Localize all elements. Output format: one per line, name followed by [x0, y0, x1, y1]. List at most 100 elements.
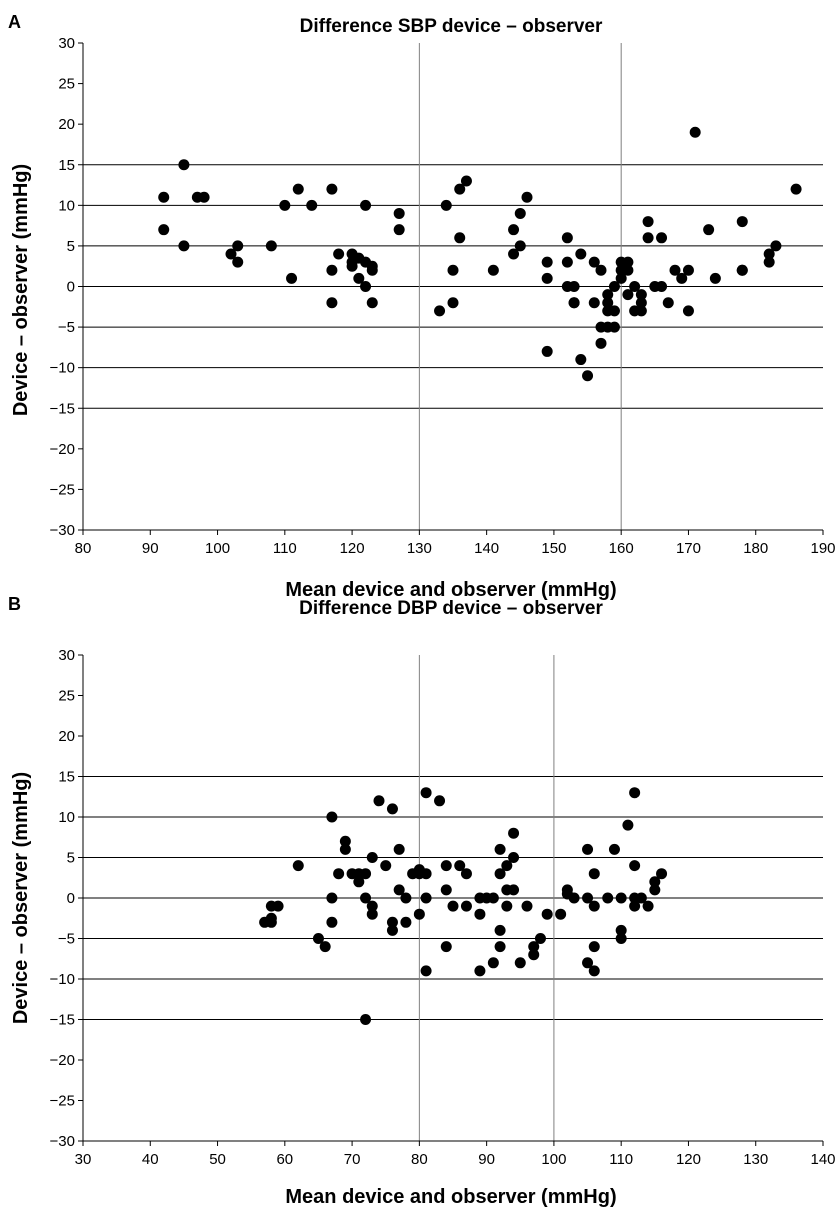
panel-a-x-tick-label: 190 [810, 540, 835, 557]
panel-b-y-tick-label: −30 [50, 1133, 75, 1150]
panel-b-data-point [588, 868, 600, 880]
panel-a-data-point [736, 216, 748, 228]
panel-a-data-point [682, 305, 694, 317]
panel-b-y-axis-label: Device – observer (mmHg) [10, 772, 32, 1024]
panel-a-data-point [656, 281, 668, 292]
panel-a-x-tick-label: 150 [541, 540, 566, 557]
panel-a-y-tick-label: −20 [50, 441, 75, 458]
panel-a-data-point [393, 207, 405, 219]
panel-b-data-point [326, 916, 338, 928]
panel-b-data-point [494, 941, 506, 953]
panel-b-data-point [588, 965, 600, 977]
panel-b-data-point [508, 852, 520, 863]
panel-b-data-point [649, 884, 661, 896]
panel-a-x-tick-label: 130 [407, 540, 432, 557]
panel-a-data-point [790, 183, 802, 195]
panel-a-data-point [561, 232, 573, 244]
panel-b-data-point [494, 924, 506, 936]
panel-a-data-point [575, 248, 587, 260]
panel-a-data-point [292, 183, 304, 195]
panel-a-data-point [602, 297, 614, 309]
panel-b-data-point [366, 900, 378, 912]
panel-b-data-point [440, 941, 452, 953]
panel-b-data-point [494, 868, 506, 880]
panel-a-data-point [622, 264, 634, 276]
panel-b-x-tick-label: 40 [142, 1151, 159, 1168]
panel-a-data-point [158, 224, 170, 236]
panel-a-data-point [561, 256, 573, 268]
panel-a-x-tick-label: 140 [474, 540, 499, 557]
panel-a-data-point [454, 183, 466, 195]
panel-b-data-point [588, 900, 600, 912]
panel-b-data-point [568, 892, 580, 904]
panel-b-data-point [440, 860, 452, 872]
panel-a-y-tick-label: 15 [58, 157, 75, 174]
panel-a: A Difference SBP device – observer Mean … [8, 12, 836, 601]
panel-a-y-tick-label: 5 [67, 238, 75, 255]
panel-a-data-point [286, 272, 298, 284]
panel-a-data-point [440, 199, 452, 211]
panel-a-y-tick-label: 30 [58, 35, 75, 52]
panel-b-x-tick-label: 50 [209, 1151, 226, 1168]
panel-b-data-point [400, 892, 412, 904]
panel-b-data-point [487, 957, 499, 969]
panel-b-data-point [413, 908, 425, 920]
panel-b: B Difference DBP device – observer Mean … [8, 594, 836, 1208]
panel-a-data-point [642, 232, 654, 244]
panel-b-data-point [528, 941, 540, 953]
panel-b-data-point [514, 957, 526, 969]
panel-b-data-point [494, 843, 506, 855]
panel-b-data-point [582, 843, 594, 855]
panel-b-data-point [360, 1014, 372, 1025]
panel-b-y-tick-label: 20 [58, 728, 75, 745]
panel-b-label: B [8, 594, 21, 614]
panel-a-data-point [622, 256, 634, 268]
panel-b-data-point [333, 868, 345, 880]
panel-a-data-point [709, 272, 721, 284]
panel-a-y-tick-label: −10 [50, 360, 75, 377]
panel-b-data-point [393, 884, 405, 896]
panel-b-x-tick-label: 60 [276, 1151, 293, 1168]
panel-b-data-point [534, 933, 546, 944]
panel-b-data-point [642, 900, 654, 912]
panel-a-data-point [568, 281, 580, 292]
panel-b-x-tick-label: 30 [75, 1151, 92, 1168]
panel-b-data-point [501, 900, 513, 912]
panel-b-data-point [360, 892, 372, 904]
panel-a-data-point [279, 199, 291, 211]
panel-a-data-point [326, 183, 338, 195]
panel-b-data-point [615, 892, 627, 904]
panel-a-data-point [588, 256, 600, 268]
panel-a-data-point [602, 289, 614, 301]
panel-b-data-point [272, 900, 284, 912]
panel-a-data-point [521, 191, 533, 203]
panel-b-data-point [474, 965, 486, 977]
panel-a-data-point [514, 207, 526, 219]
panel-b-y-tick-label: −5 [58, 931, 75, 948]
panel-b-x-tick-label: 90 [478, 1151, 495, 1168]
panel-b-data-point [366, 908, 378, 920]
panel-a-x-tick-label: 170 [676, 540, 701, 557]
panel-b-data-point [366, 852, 378, 863]
panel-a-data-point [629, 281, 641, 292]
panel-b-x-axis-label: Mean device and observer (mmHg) [285, 1186, 616, 1208]
panel-b-data-point [420, 787, 432, 799]
panel-a-data-point [763, 248, 775, 260]
panel-b-data-point [582, 892, 594, 904]
panel-b-x-tick-label: 80 [411, 1151, 428, 1168]
panel-b-data-point [447, 900, 459, 912]
panel-b-data-point [487, 892, 499, 904]
panel-b-data-point [501, 860, 513, 872]
panel-a-data-point [434, 305, 446, 317]
panel-a-data-point [703, 224, 715, 236]
panel-a-y-tick-label: 20 [58, 116, 75, 133]
panel-a-data-point [178, 240, 190, 252]
panel-a-data-point [635, 305, 647, 317]
panel-a-data-point [454, 232, 466, 244]
panel-a-data-point [608, 281, 620, 292]
panel-a-x-tick-label: 120 [340, 540, 365, 557]
panel-a-data-point [326, 297, 338, 309]
panel-a-x-axis-label: Mean device and observer (mmHg) [285, 579, 616, 601]
panel-a-x-tick-label: 80 [75, 540, 92, 557]
